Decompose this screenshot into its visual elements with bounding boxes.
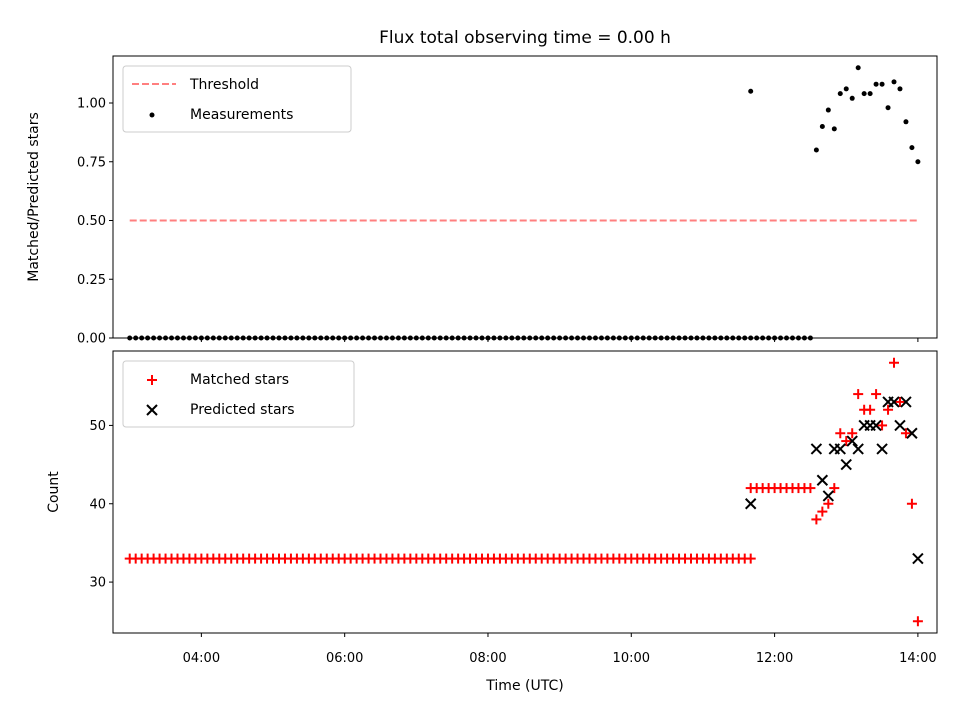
top-y-ticks: 0.00 0.25 0.50 0.75 1.00 [77,97,919,347]
matched-star-point [745,553,756,564]
legend-measurements-swatch [149,112,155,118]
predicted-star-point [900,396,912,408]
matched-star-point [817,506,828,517]
measurement-point [897,86,903,92]
top-axes-frame [112,55,938,339]
measurement-point [885,105,891,111]
matched-star-point [900,428,911,439]
matched-star-point [871,389,882,400]
matched-star-point [865,404,876,415]
predicted-star-point [876,443,888,455]
top-legend-box [122,65,352,133]
matched-star-point [829,483,840,494]
predicted-star-point [744,498,757,510]
bottom-axes-frame [112,350,938,634]
matched-star-point [811,514,822,525]
predicted-star-point [840,458,852,471]
x-axis-label: Time (UTC) [485,678,563,694]
x-tick-label: 08:00 [469,651,506,666]
predicted-star-point [846,435,858,447]
matched-star-point [894,396,905,407]
bottom-y-tick-label: 40 [89,497,106,512]
measurement-point [849,95,855,101]
measurement-point [903,119,909,125]
measurement-point [831,126,837,132]
bottom-x-ticks: 04:00 06:00 08:00 10:00 12:00 14:00 [183,633,937,666]
legend-predicted-swatch [146,404,158,416]
top-y-tick-label: 0.25 [77,273,106,288]
matched-star-point [877,420,888,431]
predicted-star-point [894,419,906,432]
predicted-star-point [834,443,846,455]
matched-star-point [805,483,816,494]
measurement-point [748,88,754,94]
matched-star-point [889,357,900,368]
matched-star-point [912,616,923,627]
predicted-star-point [870,419,882,432]
matched-star-point [841,436,852,447]
bottom-y-ticks: 30 40 50 [89,419,113,591]
top-legend: Threshold Measurements [122,65,352,133]
x-tick-label: 12:00 [756,651,793,666]
x-tick-label: 04:00 [183,651,220,666]
top-y-tick-label: 0.50 [77,214,106,229]
predicted-star-point [906,427,918,439]
predicted-star-point [822,490,835,502]
predicted-star-point [912,552,924,565]
bottom-y-axis-label: Count [46,471,62,513]
predicted-star-point [816,474,829,486]
legend-matched-swatch [147,375,157,385]
legend-predicted-label: Predicted stars [190,402,295,418]
x-tick-label: 14:00 [899,651,936,666]
predicted-star-point [852,443,864,455]
bottom-legend-box [122,360,355,428]
measurement-point [813,147,819,153]
measurement-point [861,91,867,97]
top-y-axis-label: Matched/Predicted stars [26,112,42,282]
bottom-y-tick-label: 30 [89,576,106,591]
chart-title: Flux total observing time = 0.00 h [379,28,671,48]
legend-predicted-marker [146,404,158,416]
matched-star-point [847,428,858,439]
legend-measurements-label: Measurements [190,107,293,123]
measurement-point [825,107,831,113]
bottom-y-tick-label: 50 [89,419,106,434]
measurement-point [915,159,921,165]
matched-star-point [906,498,917,509]
predicted-star-point [888,396,900,408]
x-tick-label: 06:00 [326,651,363,666]
top-y-tick-label: 0.00 [77,332,106,347]
measurement-point [843,86,849,92]
bottom-legend: Matched stars Predicted stars [122,360,355,428]
x-tick-label: 10:00 [613,651,650,666]
matched-star-point [835,428,846,439]
measurement-point [855,65,861,71]
matched-star-point [853,389,864,400]
legend-threshold-label: Threshold [189,77,259,93]
measurement-point [879,81,885,87]
legend-matched-label: Matched stars [190,372,289,388]
measurement-point [873,81,879,87]
measurement-point [819,124,825,129]
bottom-axes: 30 40 50 04:00 06:00 08:00 10:00 12:00 14:00 Co… [46,350,938,694]
top-y-tick-label: 1.00 [77,97,106,112]
top-axes: 0.00 0.25 0.50 0.75 1.00 Matched/Predicted s… [26,55,938,347]
measurement-point [909,145,915,151]
top-y-tick-label: 0.75 [77,155,106,170]
bottom-plot-data [124,357,924,627]
predicted-star-point [810,443,823,455]
measurement-point [867,91,873,97]
measurement-point [837,91,843,97]
matched-star-point [823,498,834,509]
measurement-point [891,79,897,85]
matched-star-point [883,404,894,415]
legend-matched-marker [147,375,157,385]
